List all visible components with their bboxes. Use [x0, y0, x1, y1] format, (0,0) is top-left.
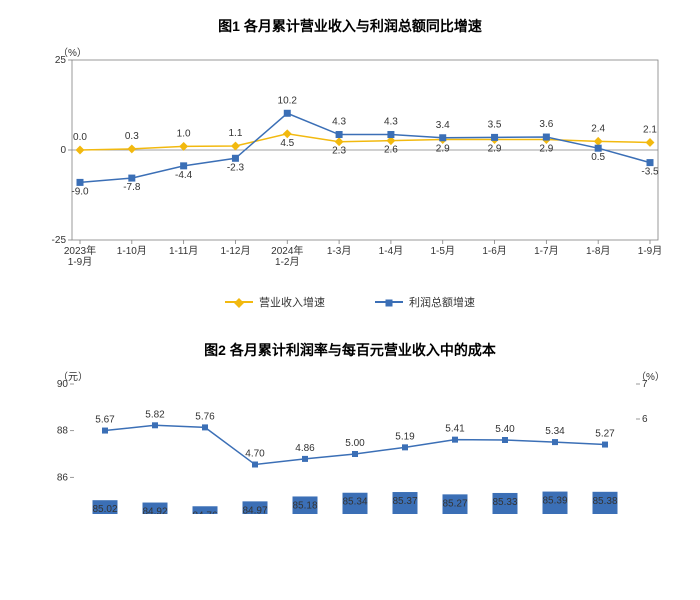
chart2-svg: （元）（%）8688906785.0284.9284.7684.9785.188…	[30, 364, 670, 514]
svg-text:1-8月: 1-8月	[586, 245, 610, 257]
svg-text:88: 88	[57, 426, 69, 437]
svg-text:10.2: 10.2	[278, 95, 298, 106]
svg-text:85.18: 85.18	[292, 500, 317, 511]
svg-text:2.4: 2.4	[591, 123, 605, 134]
svg-text:7: 7	[642, 379, 648, 390]
svg-text:84.97: 84.97	[242, 505, 267, 514]
svg-text:85.27: 85.27	[442, 498, 467, 509]
svg-text:84.76: 84.76	[192, 510, 217, 514]
chart1-svg: （%）-250252023年1-9月1-10月1-11月1-12月2024年1-…	[30, 40, 670, 290]
svg-text:-3.5: -3.5	[641, 167, 659, 178]
svg-text:90: 90	[57, 379, 69, 390]
svg-text:84.92: 84.92	[142, 507, 167, 514]
svg-text:2023年: 2023年	[64, 244, 96, 257]
svg-text:1-4月: 1-4月	[379, 245, 403, 257]
chart1-container: 图1 各月累计营业收入与利润总额同比增速 （%）-250252023年1-9月1…	[10, 16, 690, 310]
svg-text:85.37: 85.37	[392, 496, 417, 507]
svg-text:2.9: 2.9	[436, 144, 450, 155]
svg-text:1-6月: 1-6月	[482, 245, 506, 257]
svg-text:-25: -25	[52, 235, 67, 246]
svg-text:1-9月: 1-9月	[68, 256, 92, 268]
svg-text:1.0: 1.0	[177, 128, 191, 139]
svg-text:（%）: （%）	[636, 371, 665, 383]
svg-text:5.82: 5.82	[145, 409, 165, 420]
svg-text:-2.3: -2.3	[227, 162, 245, 173]
svg-text:3.5: 3.5	[488, 119, 502, 130]
svg-text:2.1: 2.1	[643, 124, 657, 135]
svg-text:5.40: 5.40	[495, 424, 515, 435]
svg-text:1-11月: 1-11月	[169, 245, 198, 257]
svg-text:-9.0: -9.0	[71, 186, 89, 197]
svg-text:1-10月: 1-10月	[117, 245, 147, 257]
svg-text:4.70: 4.70	[245, 449, 265, 460]
svg-text:2.9: 2.9	[539, 144, 553, 155]
chart2-container: 图2 各月累计利润率与每百元营业收入中的成本 （元）（%）8688906785.…	[10, 340, 690, 514]
svg-text:1.1: 1.1	[229, 128, 243, 139]
svg-text:3.6: 3.6	[539, 119, 553, 130]
svg-text:2.3: 2.3	[332, 146, 346, 157]
chart1-title: 图1 各月累计营业收入与利润总额同比增速	[10, 16, 690, 36]
svg-text:0.3: 0.3	[125, 131, 139, 142]
svg-text:6: 6	[642, 414, 648, 425]
svg-text:0: 0	[60, 145, 66, 156]
svg-text:5.67: 5.67	[95, 415, 115, 426]
legend-item: 利润总额增速	[375, 294, 475, 310]
svg-text:0.5: 0.5	[591, 152, 605, 163]
svg-text:5.41: 5.41	[445, 424, 465, 435]
svg-text:5.27: 5.27	[595, 429, 615, 440]
svg-text:1-7月: 1-7月	[534, 245, 558, 257]
svg-text:86: 86	[57, 472, 69, 483]
svg-text:4.3: 4.3	[384, 117, 398, 128]
chart2-title: 图2 各月累计利润率与每百元营业收入中的成本	[10, 340, 690, 360]
svg-text:4.86: 4.86	[295, 443, 315, 454]
svg-text:4.3: 4.3	[332, 117, 346, 128]
svg-text:5.34: 5.34	[545, 426, 565, 437]
svg-text:2.6: 2.6	[384, 145, 398, 156]
svg-text:25: 25	[55, 55, 67, 66]
svg-text:1-2月: 1-2月	[275, 256, 299, 268]
svg-text:85.33: 85.33	[492, 497, 517, 508]
svg-text:0.0: 0.0	[73, 132, 87, 143]
svg-text:1-12月: 1-12月	[220, 245, 250, 257]
svg-text:-7.8: -7.8	[123, 182, 141, 193]
svg-text:1-9月: 1-9月	[638, 245, 662, 257]
svg-text:5.00: 5.00	[345, 438, 365, 449]
svg-text:3.4: 3.4	[436, 120, 450, 131]
svg-text:2.9: 2.9	[488, 144, 502, 155]
svg-text:85.34: 85.34	[342, 497, 367, 508]
svg-text:-4.4: -4.4	[175, 170, 193, 181]
svg-text:2024年: 2024年	[271, 244, 303, 257]
svg-text:85.38: 85.38	[592, 496, 617, 507]
svg-text:5.76: 5.76	[195, 411, 215, 422]
svg-text:1-3月: 1-3月	[327, 245, 351, 257]
svg-text:5.19: 5.19	[395, 431, 415, 442]
svg-text:85.39: 85.39	[542, 496, 567, 507]
chart1-legend: 营业收入增速 利润总额增速	[10, 294, 690, 310]
svg-text:4.5: 4.5	[280, 138, 294, 149]
svg-text:1-5月: 1-5月	[431, 245, 455, 257]
svg-text:85.02: 85.02	[92, 504, 117, 514]
legend-item: 营业收入增速	[225, 294, 325, 310]
